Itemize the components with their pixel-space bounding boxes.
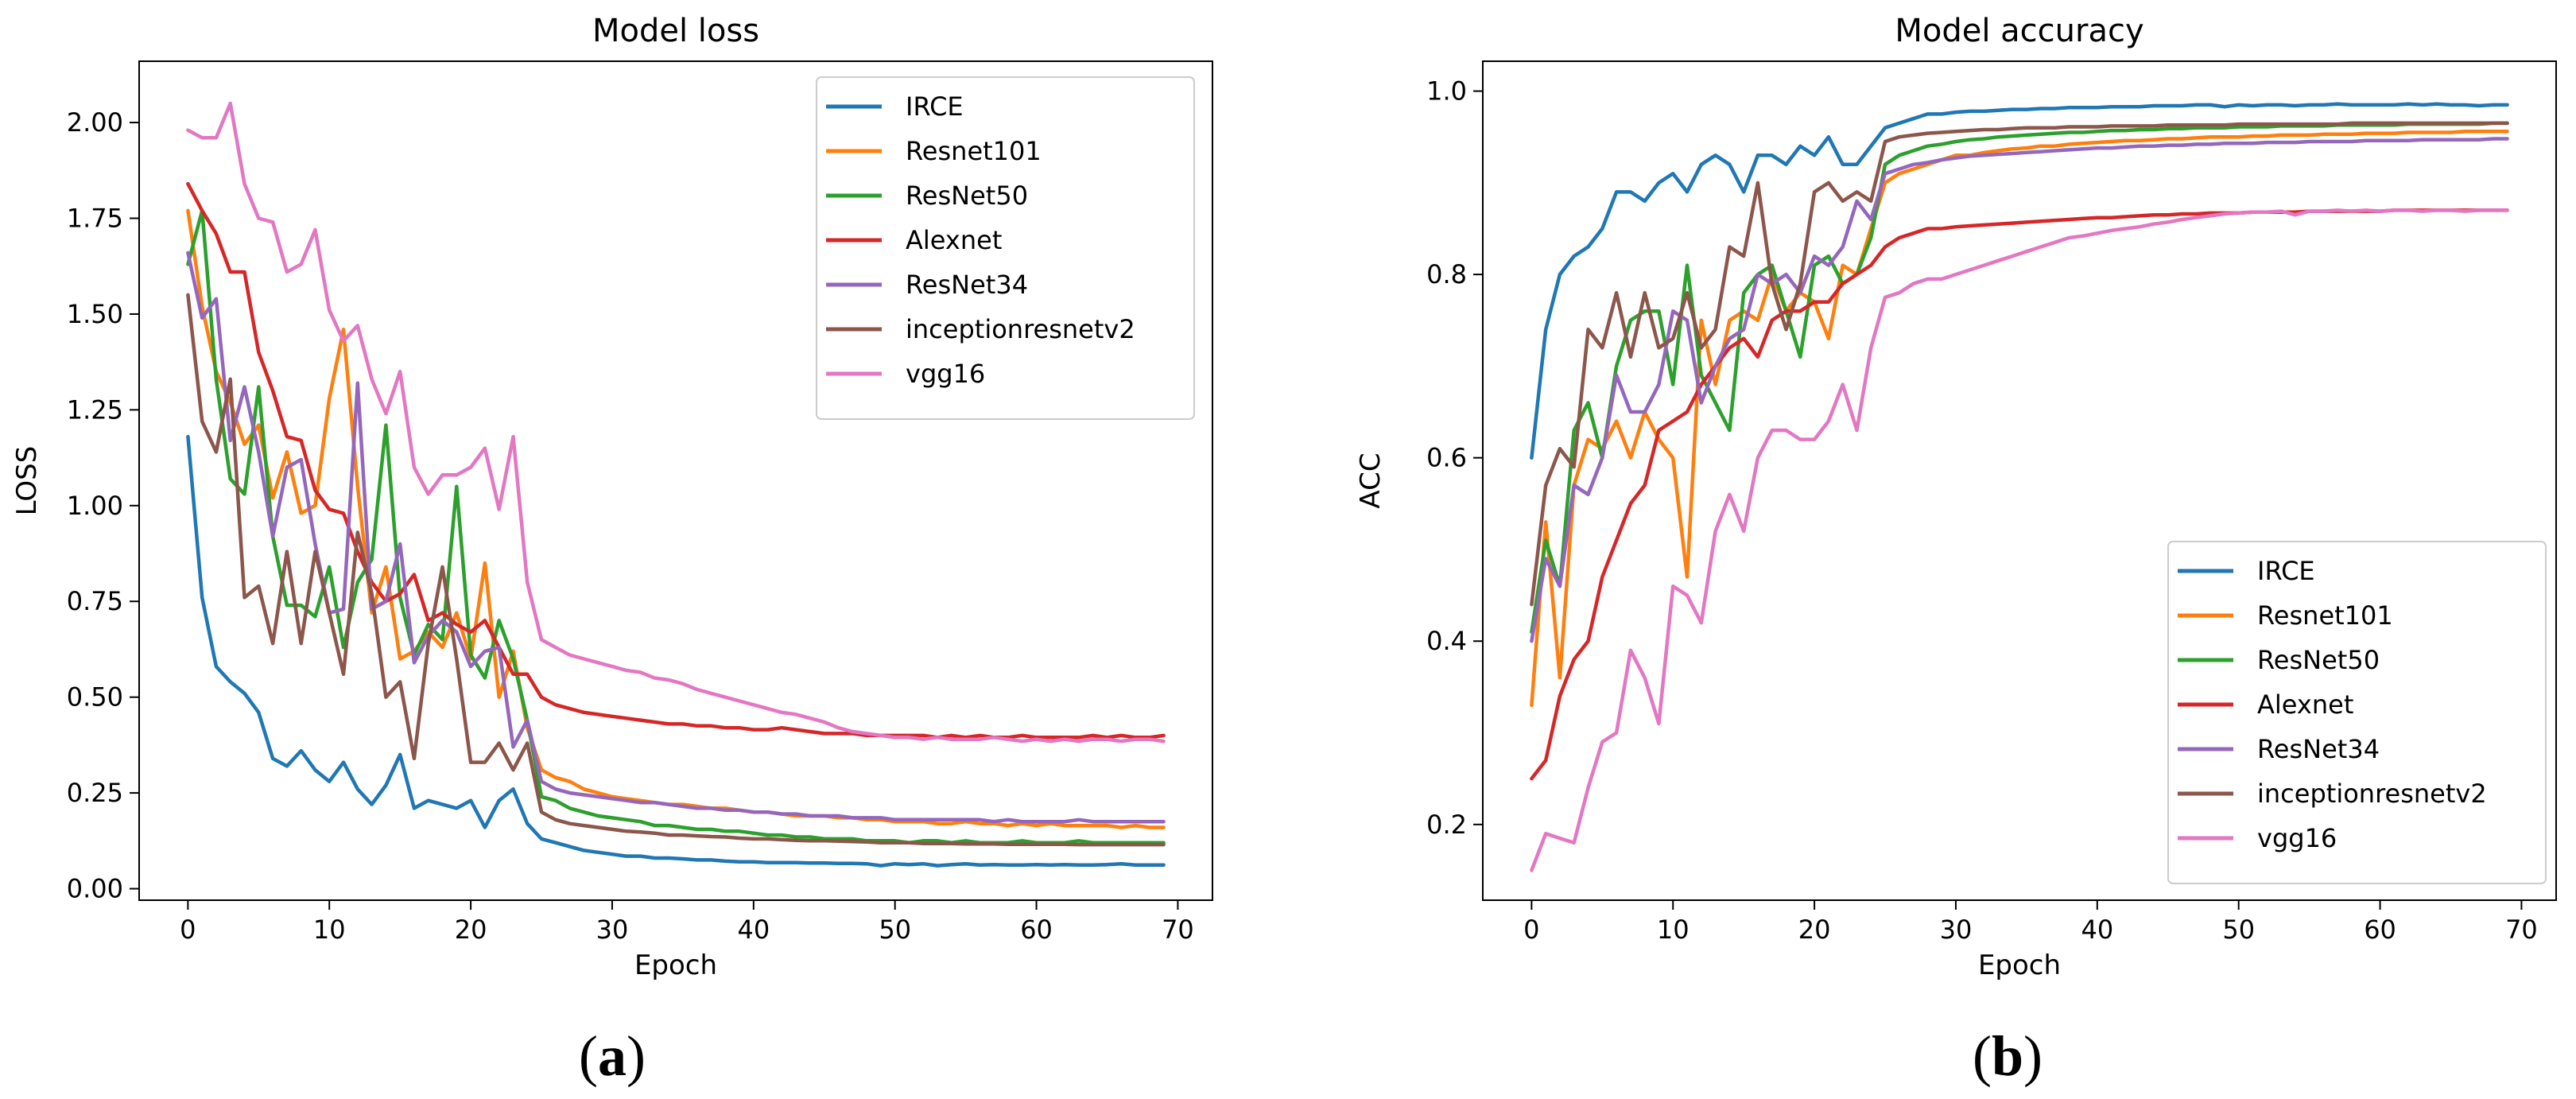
- series-line-resnet34: [186, 250, 1166, 824]
- panel-label-letter: b: [1992, 1024, 2023, 1088]
- axes-frame: [1482, 60, 2557, 901]
- x-axis-label: Epoch: [634, 949, 717, 981]
- legend-box: [816, 76, 1195, 420]
- axes-frame: [138, 60, 1213, 901]
- series-line-inceptionresnetv2: [186, 293, 1166, 847]
- series-line-vgg16: [186, 101, 1166, 744]
- y-tick-label: 0.50: [67, 682, 123, 713]
- x-tick-label: 10: [1657, 915, 1690, 945]
- series-line-irce: [186, 434, 1166, 868]
- legend-item: IRCE: [826, 91, 964, 122]
- x-tick-label: 20: [1798, 915, 1831, 945]
- legend-label: inceptionresnetv2: [906, 314, 1135, 344]
- series-lines: [1530, 102, 2509, 872]
- x-axis-label: Epoch: [1978, 949, 2061, 981]
- legend-item: ResNet50: [2178, 645, 2380, 675]
- legend-item: Alexnet: [2178, 689, 2353, 720]
- legend-item: Resnet101: [826, 136, 1042, 166]
- x-tick-label: 70: [1162, 915, 1194, 945]
- x-tick-label: 30: [1940, 915, 1973, 945]
- panel-label-letter: a: [598, 1024, 627, 1088]
- legend-label: IRCE: [906, 91, 964, 122]
- legend-item: ResNet50: [826, 181, 1028, 211]
- y-tick-label: 2.00: [67, 107, 123, 138]
- legend-label: ResNet50: [2257, 645, 2380, 675]
- x-tick-label: 50: [879, 915, 911, 945]
- legend-label: Resnet101: [2257, 600, 2393, 631]
- y-tick-label: 0.2: [1426, 810, 1467, 840]
- x-tick-label: 70: [2505, 915, 2538, 945]
- panel-label: (a): [579, 1024, 646, 1088]
- legend: IRCE Resnet101 ResNet50 Alexnet ResNet34 ince…: [2167, 541, 2547, 884]
- panel-label-close: ): [627, 1024, 646, 1088]
- x-tick-label: 0: [1523, 915, 1539, 945]
- y-tick-label: 0.75: [67, 586, 123, 616]
- x-tick-label: 30: [596, 915, 629, 945]
- legend-label: inceptionresnetv2: [2257, 779, 2487, 809]
- legend-label: vgg16: [2257, 823, 2337, 853]
- y-tick-label: 0.25: [67, 778, 123, 808]
- panel-label: (b): [1973, 1024, 2043, 1088]
- legend-label: vgg16: [906, 359, 985, 389]
- panel-label-open: (: [1973, 1024, 1992, 1088]
- legend-item: Alexnet: [826, 225, 1002, 255]
- x-tick-label: 40: [2081, 915, 2113, 945]
- panel-label-open: (: [579, 1024, 598, 1088]
- y-tick-label: 1.75: [67, 204, 123, 234]
- y-tick-label: 1.00: [67, 491, 123, 521]
- panel-label-close: ): [2023, 1024, 2043, 1088]
- x-tick-label: 20: [455, 915, 487, 945]
- legend-item: ResNet34: [2178, 734, 2380, 764]
- legend-label: Alexnet: [906, 225, 1002, 255]
- y-tick-label: 0.6: [1426, 443, 1467, 473]
- accuracy-chart: Model accuracy 0 10 20 30 40 50 60 70 0.2 0.4 0.6 0.…: [1355, 13, 2557, 1088]
- chart-title: Model loss: [592, 13, 759, 49]
- legend-label: Alexnet: [2257, 689, 2353, 720]
- legend-label: ResNet34: [906, 270, 1028, 300]
- series-line-resnet101: [1530, 130, 2509, 708]
- legend-label: Resnet101: [906, 136, 1042, 166]
- legend-item: inceptionresnetv2: [826, 314, 1135, 344]
- legend-label: ResNet50: [906, 181, 1028, 211]
- legend-item: Resnet101: [2178, 600, 2393, 631]
- legend-label: ResNet34: [2257, 734, 2380, 764]
- series-line-irce: [1530, 102, 2509, 460]
- legend: IRCE Resnet101 ResNet50 Alexnet ResNet34 ince…: [816, 76, 1195, 420]
- series-line-resnet34: [1530, 137, 2509, 643]
- legend-item: inceptionresnetv2: [2178, 779, 2487, 809]
- x-tick-label: 10: [313, 915, 346, 945]
- legend-item: ResNet34: [826, 270, 1028, 300]
- legend-item: IRCE: [2178, 556, 2315, 586]
- legend-item: vgg16: [2178, 823, 2337, 853]
- legend-box: [2167, 541, 2547, 884]
- x-tick-label: 40: [737, 915, 770, 945]
- y-tick-label: 0.00: [67, 874, 123, 904]
- series-line-inceptionresnetv2: [1530, 121, 2509, 607]
- x-tick-label: 60: [1020, 915, 1053, 945]
- y-tick-label: 0.4: [1426, 626, 1467, 656]
- legend-item: vgg16: [826, 359, 985, 389]
- chart-title: Model accuracy: [1895, 13, 2143, 49]
- loss-chart: Model loss 0 10 20 30 40 50 60 70 0.00 0.25 0.50 0.7…: [11, 13, 1213, 1088]
- series-lines: [186, 101, 1166, 868]
- y-tick-label: 0.8: [1426, 259, 1467, 289]
- y-tick-label: 1.25: [67, 394, 123, 425]
- x-tick-label: 60: [2364, 915, 2396, 945]
- legend-label: IRCE: [2257, 556, 2315, 586]
- y-axis-label: ACC: [1355, 452, 1387, 508]
- y-axis-label: LOSS: [11, 446, 43, 516]
- series-line-vgg16: [1530, 208, 2509, 872]
- x-tick-label: 0: [180, 915, 196, 945]
- y-tick-label: 1.50: [67, 299, 123, 329]
- x-tick-label: 50: [2222, 915, 2255, 945]
- y-tick-label: 1.0: [1426, 76, 1467, 107]
